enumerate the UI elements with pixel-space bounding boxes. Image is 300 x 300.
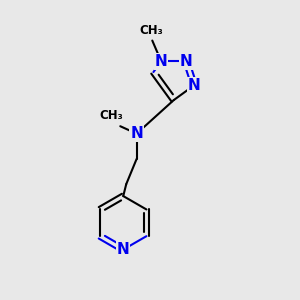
Text: N: N (188, 78, 200, 93)
Text: CH₃: CH₃ (139, 24, 163, 37)
Text: N: N (180, 54, 193, 69)
Text: N: N (130, 126, 143, 141)
Text: N: N (117, 242, 130, 257)
Text: N: N (155, 54, 168, 69)
Text: CH₃: CH₃ (100, 109, 123, 122)
